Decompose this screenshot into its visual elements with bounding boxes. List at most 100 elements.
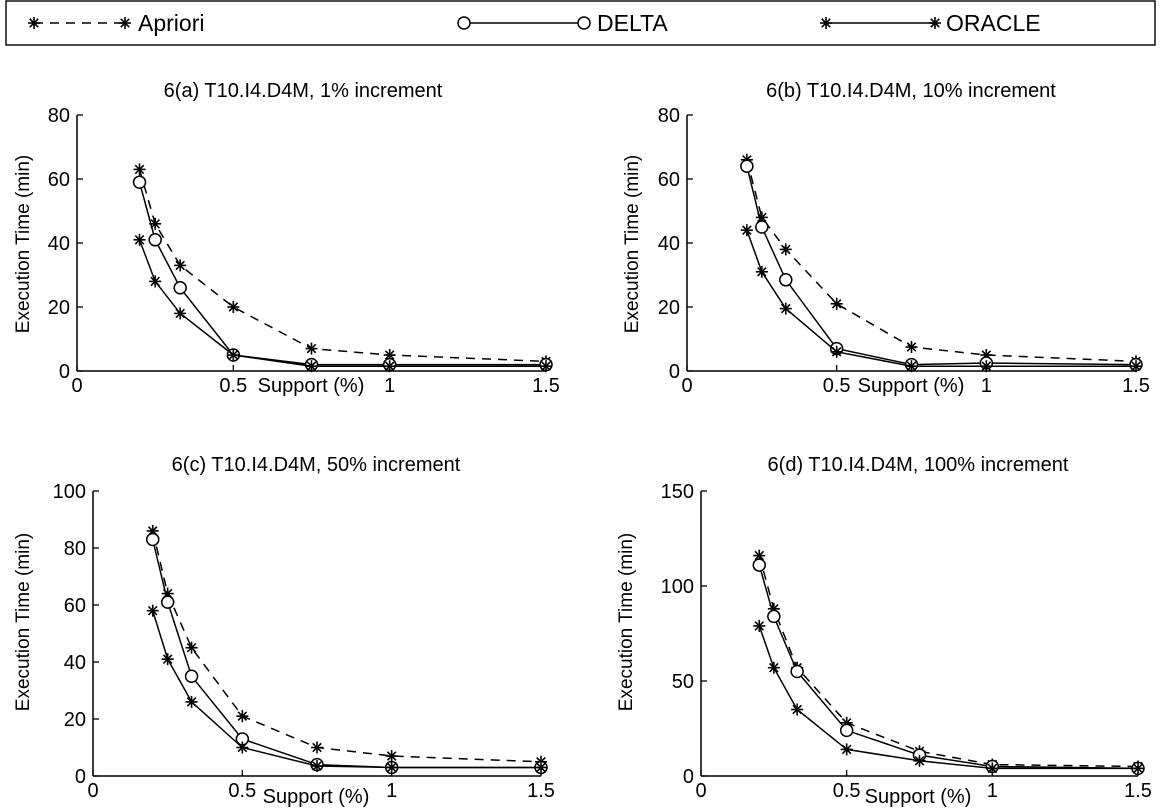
chart-title: 6(d) T10.I4.D4M, 100% increment — [768, 454, 1069, 476]
legend-delta-marker-left — [457, 16, 471, 30]
data-point-apriori — [311, 741, 323, 754]
data-point-oracle — [1130, 360, 1142, 373]
chart-title: 6(a) T10.I4.D4M, 1% increment — [164, 80, 443, 102]
y-axis-label: Execution Time (min) — [13, 533, 34, 711]
legend-oracle-marker-right — [929, 17, 941, 29]
data-point-delta — [132, 175, 147, 189]
y-tick-label: 40 — [658, 233, 680, 255]
data-point-oracle-stroke — [1133, 763, 1143, 774]
y-tick-label: 0 — [75, 766, 86, 788]
x-tick-label: 0 — [695, 780, 706, 802]
y-tick-label: 40 — [64, 652, 86, 674]
data-point-oracle-stroke — [186, 697, 197, 707]
data-point-delta — [184, 669, 199, 683]
data-point-oracle-stroke — [914, 755, 925, 766]
data-point-apriori-stroke — [780, 244, 791, 255]
data-point-oracle-stroke — [742, 225, 752, 236]
data-point-oracle-stroke — [792, 704, 802, 715]
data-point-oracle — [740, 224, 753, 237]
data-point-oracle — [149, 275, 162, 288]
series-line-delta — [151, 539, 541, 769]
data-point-apriori-stroke — [386, 751, 397, 761]
series-line-oracle — [758, 625, 1138, 770]
data-point-apriori-stroke — [906, 342, 917, 352]
chart-panel-d: 6(d) T10.I4.D4M, 100% increment Support … — [616, 454, 1152, 808]
series-line-apriori — [746, 159, 1137, 363]
x-tick-label: 1.5 — [1122, 375, 1150, 397]
x-tick-label: 1 — [987, 780, 998, 802]
series-line-apriori — [151, 530, 542, 763]
data-point-oracle-stroke — [757, 266, 767, 277]
y-axis-label: Execution Time (min) — [13, 155, 34, 333]
x-tick-label: 0.5 — [823, 375, 851, 397]
data-point-oracle — [986, 762, 999, 775]
x-axis-label: Support (%) — [263, 786, 370, 808]
data-point-oracle — [146, 604, 159, 617]
legend-entry-apriori: Apriori — [28, 10, 204, 36]
asterisk-marker-icon — [28, 17, 40, 29]
legend-entry-delta: DELTA — [457, 10, 668, 36]
data-point-apriori-stroke — [228, 302, 239, 312]
x-tick-label: 1 — [384, 375, 395, 397]
data-point-delta — [160, 595, 175, 609]
data-point-oracle — [161, 653, 174, 666]
data-point-oracle — [540, 360, 552, 373]
x-axis-label: Support (%) — [865, 786, 972, 808]
x-tick-label: 1 — [386, 780, 397, 802]
data-point-oracle-stroke — [906, 361, 917, 372]
data-point-oracle-stroke — [780, 303, 791, 314]
data-point-oracle — [311, 760, 323, 773]
legend-oracle-marker-left — [820, 17, 832, 29]
plot-area: 0 20 40 60 80 100 0 0.5 1 1.5 — [53, 481, 555, 802]
series-line-oracle — [138, 239, 546, 367]
data-point-oracle-stroke — [237, 742, 248, 753]
y-tick-label: 0 — [683, 766, 694, 788]
data-point-apriori — [385, 750, 398, 763]
y-tick-label: 80 — [48, 105, 70, 127]
data-point-delta — [173, 281, 187, 295]
y-tick-label: 50 — [672, 671, 694, 693]
data-point-oracle-stroke — [134, 234, 145, 245]
x-tick-label: 0.5 — [228, 780, 256, 802]
data-point-apriori — [133, 163, 146, 176]
data-point-delta — [752, 558, 767, 572]
y-tick-label: 80 — [64, 538, 86, 560]
series-line-oracle — [151, 610, 541, 769]
data-point-apriori-stroke — [757, 212, 767, 223]
data-point-oracle-stroke — [831, 346, 842, 357]
x-tick-label: 1.5 — [1124, 780, 1152, 802]
data-point-oracle — [1132, 762, 1144, 775]
x-tick-label: 1 — [981, 375, 992, 397]
data-point-oracle-stroke — [162, 654, 173, 664]
series-line-apriori — [138, 169, 547, 363]
plot-area: 0 20 40 60 80 0 0.5 1 1.5 — [48, 105, 560, 397]
x-tick-label: 0 — [87, 780, 98, 802]
x-tick-label: 1.5 — [532, 375, 560, 397]
x-tick-label: 0.5 — [833, 780, 861, 802]
data-point-oracle — [236, 741, 249, 754]
data-point-oracle — [227, 349, 240, 361]
data-point-oracle — [840, 743, 853, 756]
series-line-delta — [138, 182, 546, 366]
series-line-oracle — [746, 229, 1136, 367]
data-point-apriori-stroke — [237, 711, 248, 721]
data-point-oracle-stroke — [754, 621, 765, 631]
data-point-apriori-stroke — [831, 298, 842, 309]
y-tick-label: 60 — [64, 595, 86, 617]
data-point-apriori-stroke — [134, 164, 145, 175]
y-tick-label: 0 — [59, 361, 70, 383]
data-point-delta — [779, 273, 793, 287]
data-point-apriori-stroke — [754, 550, 765, 561]
y-tick-label: 20 — [48, 297, 70, 319]
data-point-oracle-stroke — [147, 605, 158, 616]
data-point-delta — [767, 609, 781, 624]
data-point-oracle-stroke — [384, 361, 395, 372]
data-point-apriori — [779, 243, 792, 256]
data-point-oracle-stroke — [841, 744, 852, 755]
legend-label-apriori: Apriori — [138, 10, 204, 36]
data-point-apriori-stroke — [175, 260, 185, 271]
data-point-oracle — [383, 360, 396, 373]
data-point-oracle-stroke — [981, 361, 992, 372]
data-point-oracle — [174, 307, 187, 320]
legend-entry-oracle: ORACLE — [820, 10, 1041, 36]
